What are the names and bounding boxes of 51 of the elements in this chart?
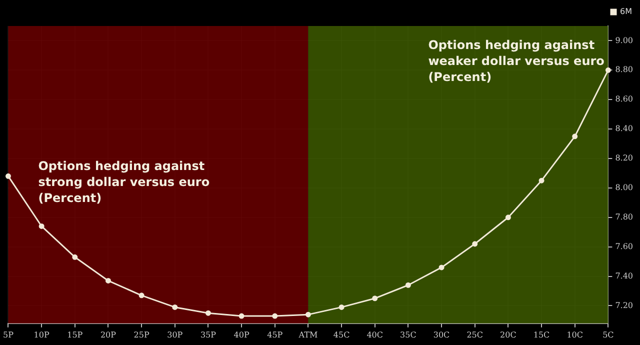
y-tick-label: 8.40 [615, 124, 633, 134]
x-tick-label: 40P [234, 330, 250, 340]
x-tick-label: 15C [533, 330, 550, 340]
point [372, 296, 378, 302]
y-tick-label: 8.60 [615, 94, 633, 104]
x-tick-label: 35C [400, 330, 416, 340]
x-tick-label: 45C [333, 330, 350, 340]
point [138, 292, 144, 298]
x-tick-label: 20P [100, 330, 117, 340]
point [572, 134, 578, 140]
point [38, 223, 44, 229]
band-label: Options hedging against strong dollar versus euro (Percent) [38, 159, 210, 206]
point [72, 254, 78, 260]
x-tick-label: 30C [433, 330, 450, 340]
point [238, 313, 244, 319]
y-tick-label: 7.20 [615, 300, 633, 310]
x-tick-label: 45P [267, 330, 284, 340]
x-tick-label: 35P [200, 330, 217, 340]
y-tick-label: 8.00 [615, 183, 633, 192]
point [172, 304, 178, 310]
point [438, 264, 444, 270]
x-tick-label: 10C [566, 330, 584, 340]
point [305, 312, 311, 318]
point [272, 313, 278, 319]
point [538, 178, 544, 184]
point [205, 310, 211, 316]
x-tick-label: 10P [34, 330, 50, 340]
y-tick-label: 7.40 [615, 271, 633, 280]
y-tick-label: 7.60 [615, 242, 633, 251]
point [472, 241, 478, 247]
y-tick-label: 9.00 [615, 36, 633, 45]
point [338, 304, 344, 310]
x-tick-label: 5C [602, 330, 614, 340]
point [105, 278, 111, 284]
x-tick-label: 25P [134, 330, 150, 340]
x-tick-label: ATM [298, 330, 318, 340]
y-tick-label: 7.80 [615, 212, 633, 222]
point [405, 282, 411, 288]
x-tick-label: 25C [466, 330, 484, 340]
legend-label: 6M [620, 7, 632, 16]
x-tick-label: 5P [2, 330, 14, 340]
band-label: Options hedging against weaker dollar versus euro (Percent) [428, 38, 604, 84]
x-tick-label: 15P [67, 330, 84, 340]
x-tick-label: 20C [500, 330, 516, 340]
y-tick-label: 8.80 [615, 65, 633, 74]
point [505, 214, 511, 220]
point [5, 173, 11, 179]
x-tick-label: 30P [167, 330, 184, 340]
y-tick-label: 8.20 [615, 154, 633, 163]
x-tick-label: 40C [366, 330, 384, 340]
point [605, 67, 611, 73]
